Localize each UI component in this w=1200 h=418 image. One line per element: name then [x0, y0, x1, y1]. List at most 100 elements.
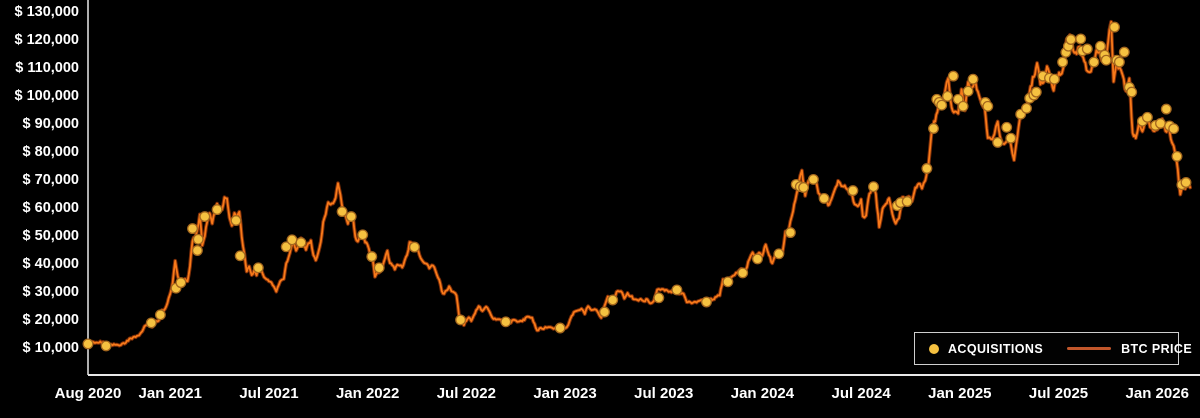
- acquisition-dot[interactable]: [187, 223, 198, 235]
- acquisition-dot[interactable]: [1001, 121, 1013, 133]
- acquisition-dot[interactable]: [145, 317, 157, 329]
- acquisition-dot[interactable]: [868, 181, 879, 193]
- acquisition-dot[interactable]: [230, 215, 242, 226]
- acquisition-dot[interactable]: [701, 296, 712, 308]
- acquisition-dot[interactable]: [211, 204, 223, 216]
- acquisition-dot[interactable]: [1109, 21, 1120, 33]
- acquisition-dot[interactable]: [1141, 111, 1153, 123]
- acquisitions-legend-label[interactable]: ACQUISITIONS: [948, 341, 1044, 356]
- acquisition-dot[interactable]: [957, 100, 969, 112]
- legend: ACQUISITIONS BTC PRICE: [914, 332, 1192, 365]
- acquisition-dot[interactable]: [1075, 33, 1087, 45]
- acquisition-dot[interactable]: [234, 250, 246, 262]
- acquisition-dot[interactable]: [847, 185, 859, 197]
- y-tick-label: $ 120,000: [14, 32, 79, 48]
- x-tick-label: Jan 2024: [731, 385, 795, 402]
- acquisition-dot[interactable]: [1126, 86, 1138, 98]
- x-tick-label: Jan 2021: [139, 385, 202, 402]
- y-tick-label: $ 130,000: [14, 4, 79, 20]
- acquisition-dot[interactable]: [554, 322, 566, 334]
- x-tick-label: Jan 2022: [336, 385, 399, 402]
- acquisition-dot[interactable]: [1057, 56, 1069, 68]
- acquisition-dot[interactable]: [175, 277, 187, 289]
- acquisition-dot[interactable]: [455, 314, 467, 326]
- acquisition-dot[interactable]: [1180, 177, 1192, 188]
- btc-price-legend-label[interactable]: BTC PRICE: [1121, 341, 1193, 356]
- x-tick-label: Jul 2022: [437, 385, 496, 402]
- acquisition-dot[interactable]: [752, 253, 763, 265]
- y-tick-label: $ 10,000: [23, 340, 79, 356]
- acquisition-dot[interactable]: [409, 241, 420, 253]
- x-tick-label: Jul 2024: [832, 385, 892, 402]
- x-tick-label: Jul 2025: [1029, 385, 1088, 402]
- acquisition-dot[interactable]: [1088, 56, 1100, 68]
- acquisition-dot[interactable]: [1171, 150, 1183, 162]
- acquisition-dot[interactable]: [1081, 43, 1093, 55]
- acquisition-dot[interactable]: [1160, 103, 1172, 115]
- acquisition-dot[interactable]: [1021, 102, 1032, 114]
- acquisition-dot[interactable]: [192, 233, 204, 245]
- acquisition-dot[interactable]: [252, 262, 264, 274]
- acquisitions-legend-dot-icon: [929, 343, 939, 354]
- acquisition-dot[interactable]: [1095, 40, 1106, 52]
- acquisition-dot[interactable]: [100, 340, 112, 352]
- y-tick-label: $ 110,000: [15, 60, 79, 76]
- acquisition-dot[interactable]: [671, 284, 683, 296]
- y-tick-label: $ 100,000: [14, 88, 79, 104]
- acquisition-dot[interactable]: [1048, 73, 1060, 85]
- acquisition-dot[interactable]: [942, 90, 953, 102]
- acquisition-dot[interactable]: [599, 306, 610, 318]
- acquisition-dot[interactable]: [295, 237, 307, 249]
- acquisition-dot[interactable]: [901, 196, 913, 207]
- btc-price-line-outline: [86, 19, 1192, 349]
- acquisition-dot[interactable]: [280, 241, 292, 253]
- acquisition-dot[interactable]: [82, 338, 94, 350]
- acquisition-dot[interactable]: [1100, 54, 1112, 66]
- y-tick-label: $ 80,000: [23, 144, 79, 160]
- acquisition-dot[interactable]: [722, 276, 734, 288]
- acquisition-dot[interactable]: [967, 73, 979, 85]
- acquisition-dot[interactable]: [191, 245, 203, 256]
- y-tick-label: $ 60,000: [23, 200, 79, 216]
- acquisition-dot[interactable]: [366, 251, 378, 263]
- y-tick-label: $ 40,000: [23, 256, 79, 272]
- acquisition-dot[interactable]: [345, 211, 357, 223]
- acquisition-dot[interactable]: [607, 294, 619, 306]
- acquisition-dot[interactable]: [807, 173, 819, 185]
- acquisition-dot[interactable]: [357, 229, 369, 241]
- acquisition-dot[interactable]: [921, 163, 933, 174]
- acquisition-dot[interactable]: [373, 262, 385, 274]
- acquisition-dot[interactable]: [982, 100, 994, 112]
- acquisition-dot[interactable]: [500, 316, 512, 328]
- x-tick-label: Jan 2025: [928, 385, 991, 402]
- acquisition-dot[interactable]: [1113, 56, 1125, 68]
- y-tick-label: $ 90,000: [23, 116, 79, 132]
- acquisition-dot[interactable]: [286, 234, 298, 246]
- acquisition-dot[interactable]: [947, 70, 959, 82]
- acquisition-dot[interactable]: [798, 182, 810, 193]
- btc-price-legend-line-icon: [1067, 347, 1112, 350]
- acquisition-dot[interactable]: [1155, 117, 1166, 129]
- x-tick-label: Jan 2023: [533, 385, 596, 402]
- acquisition-dot[interactable]: [818, 192, 830, 204]
- acquisition-dot[interactable]: [773, 248, 785, 260]
- acquisition-dot[interactable]: [737, 267, 749, 279]
- y-tick-label: $ 50,000: [23, 228, 79, 244]
- acquisition-dot[interactable]: [928, 123, 939, 134]
- acquisition-dot[interactable]: [1030, 86, 1042, 98]
- acquisition-dot[interactable]: [784, 227, 796, 239]
- acquisition-dot[interactable]: [199, 211, 211, 223]
- acquisition-dot[interactable]: [1168, 123, 1180, 135]
- acquisition-dot[interactable]: [154, 309, 166, 321]
- acquisition-dot[interactable]: [936, 99, 948, 111]
- acquisition-dot[interactable]: [653, 292, 665, 304]
- y-tick-label: $ 70,000: [23, 172, 79, 188]
- acquisition-dot[interactable]: [1118, 46, 1130, 58]
- acquisition-dot[interactable]: [992, 136, 1004, 148]
- acquisition-dot[interactable]: [336, 206, 348, 218]
- acquisition-dot[interactable]: [1065, 34, 1077, 45]
- acquisition-dot[interactable]: [1005, 132, 1017, 144]
- acquisition-dot[interactable]: [962, 85, 974, 97]
